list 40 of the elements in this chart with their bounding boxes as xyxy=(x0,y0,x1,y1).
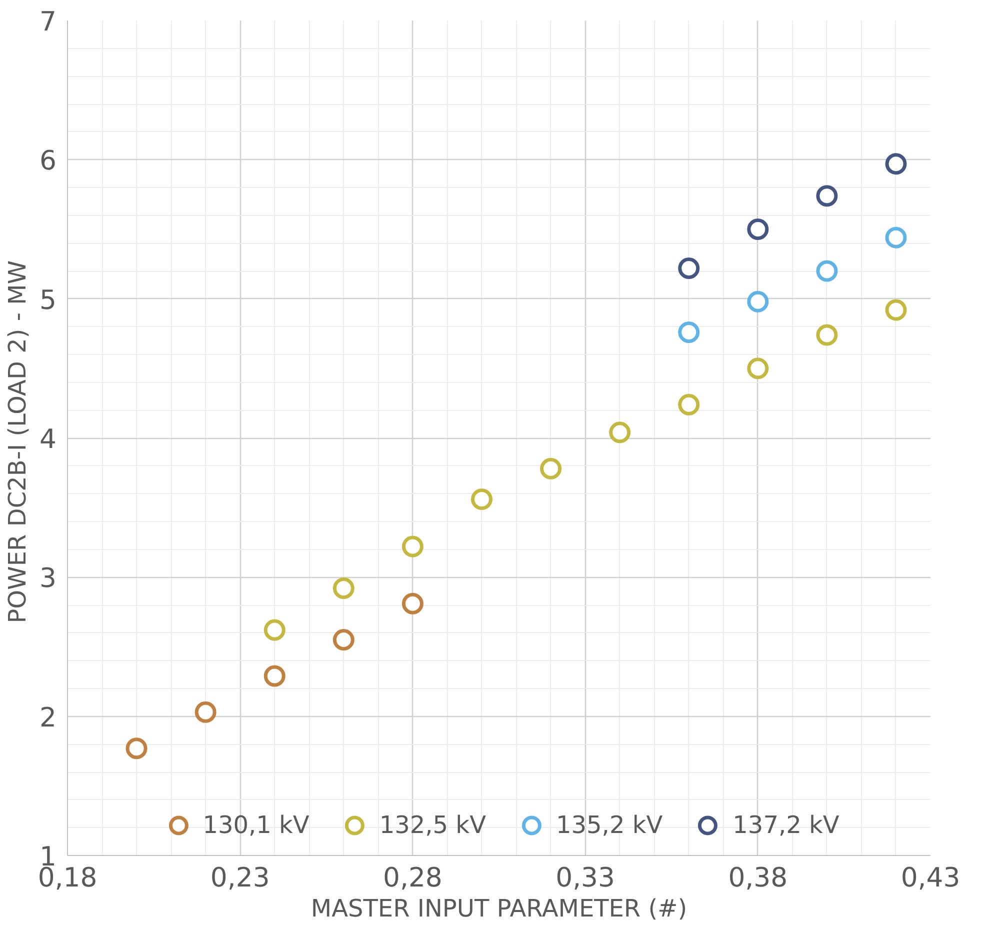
y-tick-label: 4 xyxy=(40,424,57,455)
point xyxy=(402,536,424,558)
y-tick-label: 3 xyxy=(40,563,57,594)
legend-label: 135,2 kV xyxy=(556,810,663,841)
point xyxy=(678,257,700,279)
y-tick-label: 6 xyxy=(40,146,57,177)
point xyxy=(816,324,838,346)
x-axis-title: MASTER INPUT PARAMETER (#) xyxy=(310,894,688,922)
x-tick-label: 0,33 xyxy=(556,862,615,894)
x-tick-label: 0,38 xyxy=(728,862,788,894)
y-tick-label: 2 xyxy=(40,702,57,734)
y-tick-label: 7 xyxy=(40,6,57,38)
legend-label: 132,5 kV xyxy=(379,810,486,841)
x-tick-label: 0,23 xyxy=(210,862,270,894)
point xyxy=(194,701,216,723)
point xyxy=(816,260,838,282)
point xyxy=(470,488,492,510)
point xyxy=(885,153,907,175)
x-tick-label: 0,28 xyxy=(383,862,442,894)
y-tick-label: 5 xyxy=(40,284,57,316)
point xyxy=(126,738,148,760)
point xyxy=(885,299,907,321)
point xyxy=(264,665,286,687)
point xyxy=(816,185,838,207)
point xyxy=(402,592,424,614)
point xyxy=(747,358,769,380)
point xyxy=(264,619,286,641)
point xyxy=(678,394,700,416)
point xyxy=(609,422,631,444)
point xyxy=(332,578,354,600)
point xyxy=(332,629,354,651)
legend-label: 137,2 kV xyxy=(732,810,840,841)
point xyxy=(678,322,700,343)
legend-label: 130,1 kV xyxy=(202,810,310,841)
point xyxy=(747,218,769,240)
point xyxy=(540,458,562,480)
y-axis-title: POWER DC2B-I (LOAD 2) - MW xyxy=(4,260,32,624)
x-tick-label: 0,43 xyxy=(900,862,960,894)
point xyxy=(747,290,769,312)
point xyxy=(885,226,907,248)
